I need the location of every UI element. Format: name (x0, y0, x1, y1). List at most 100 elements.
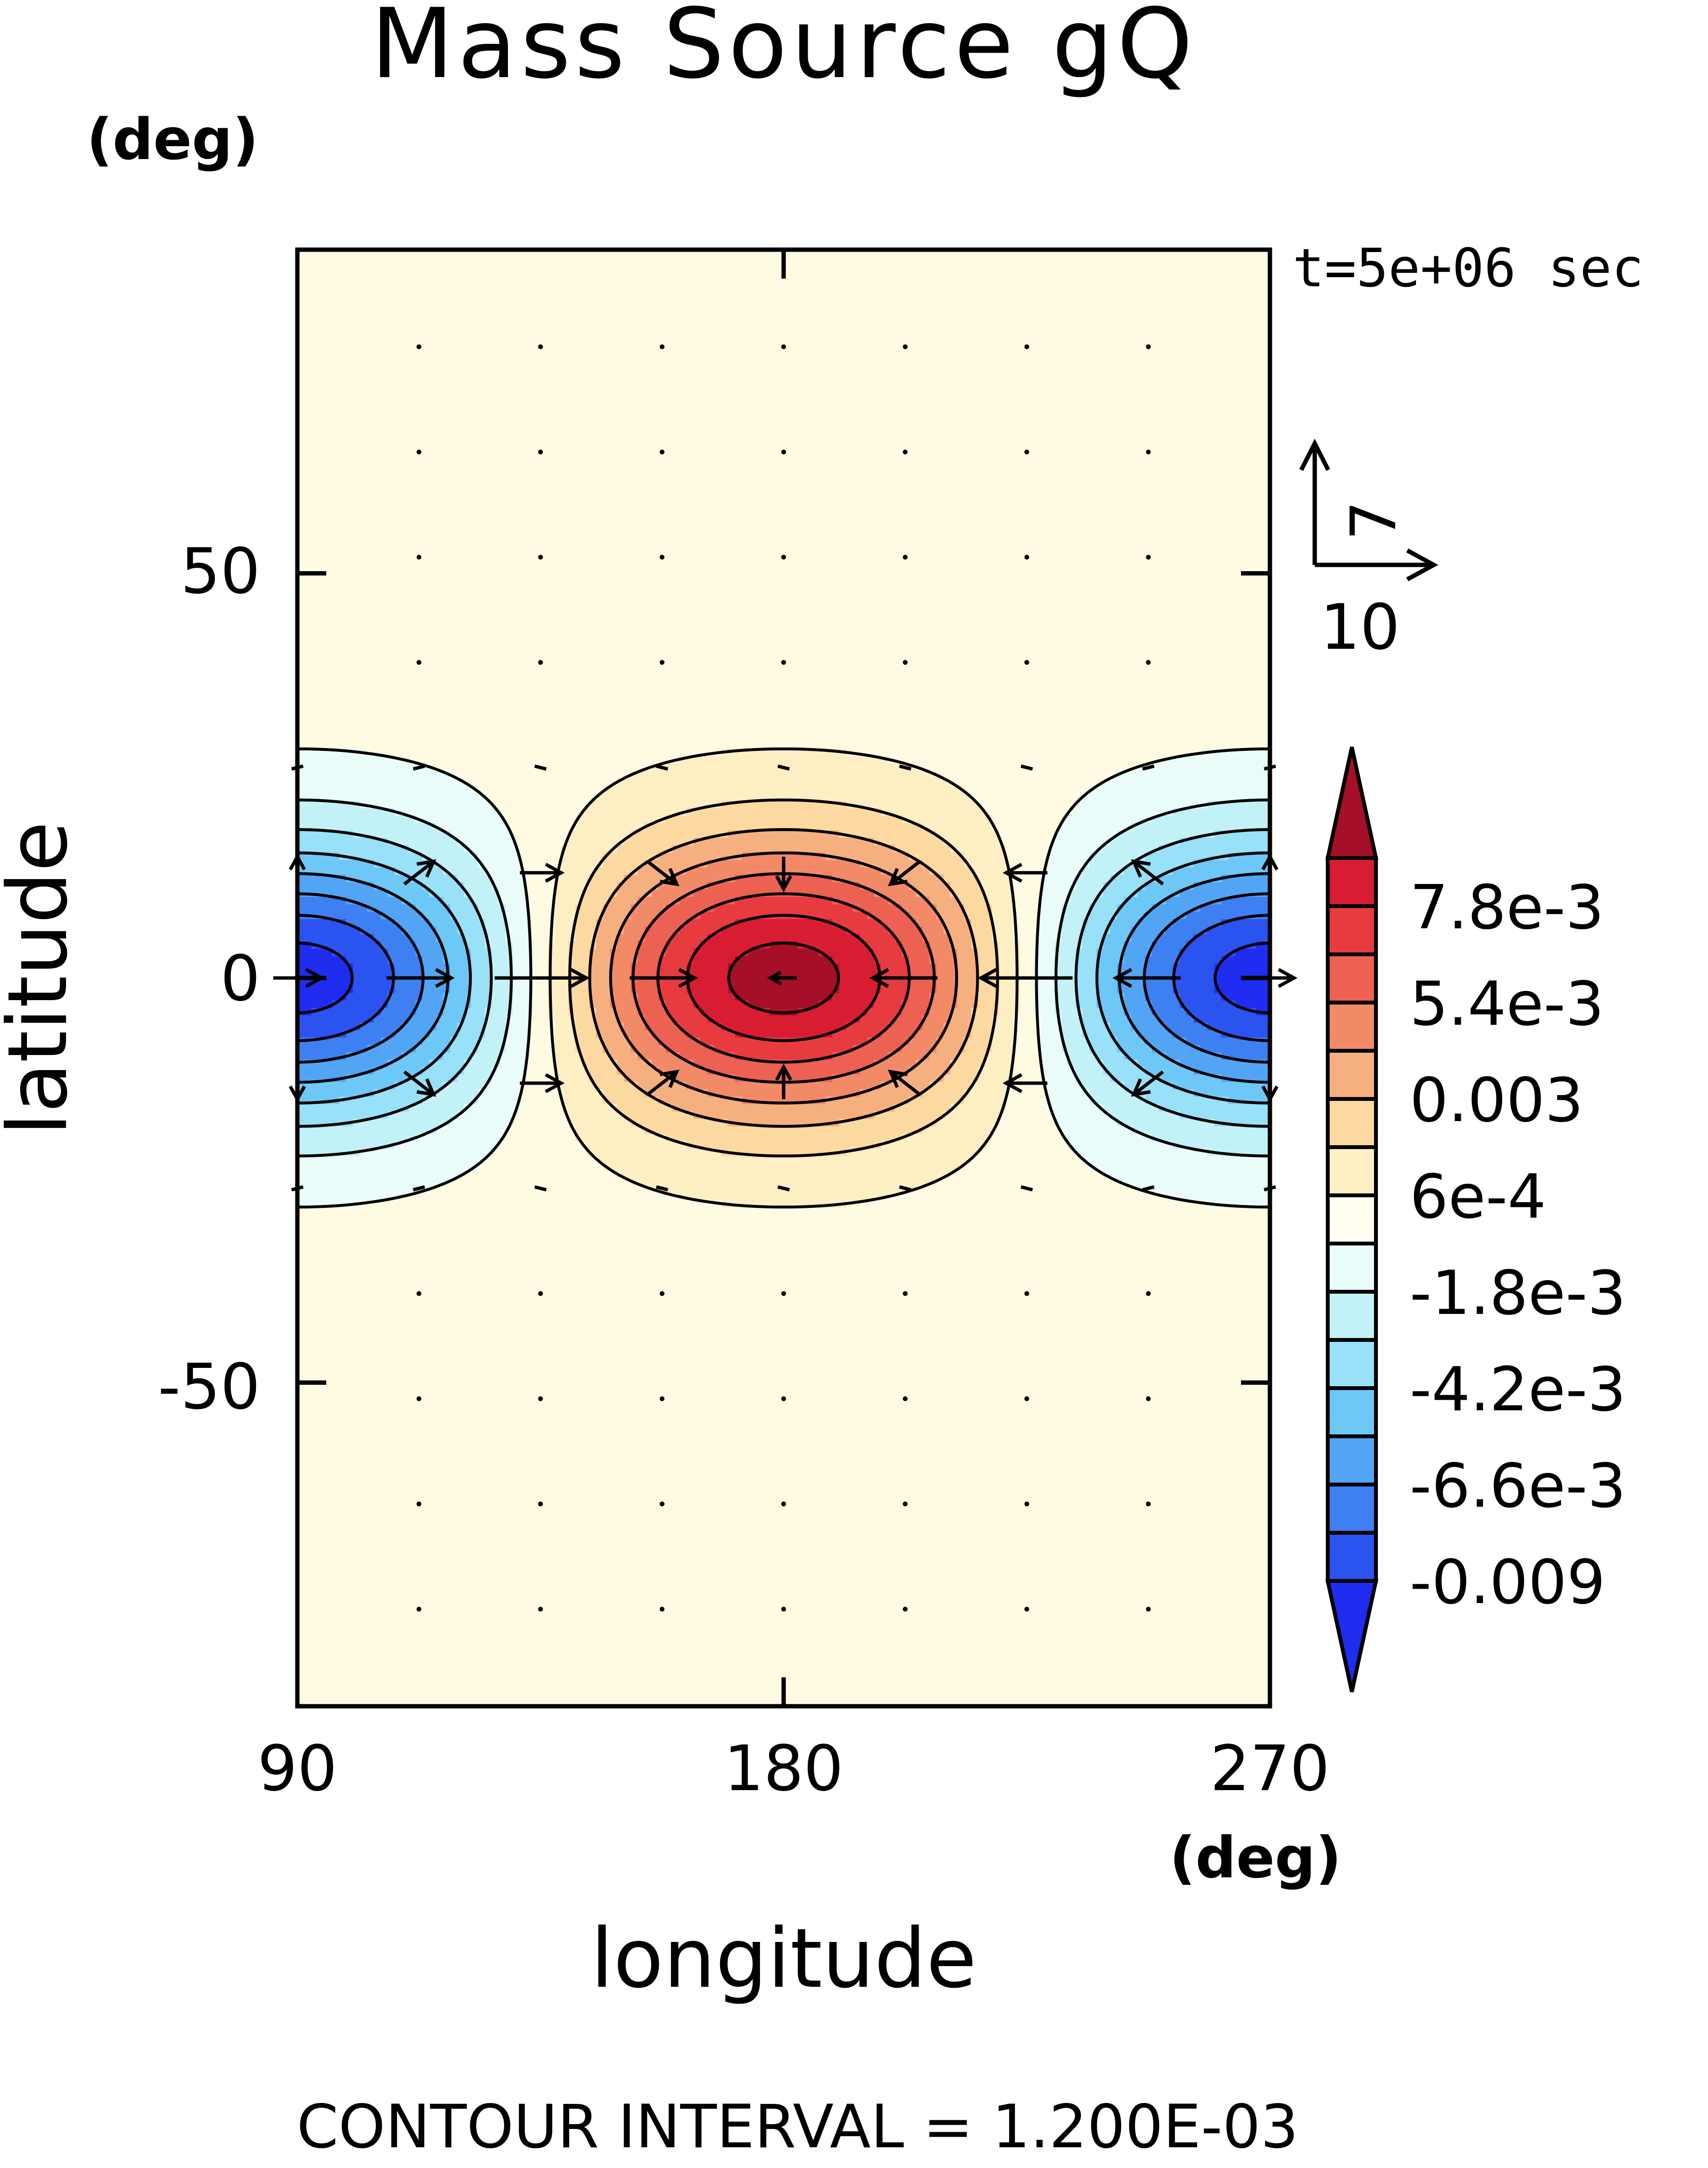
heatmap-cell (679, 933, 687, 942)
heatmap-cell (1068, 904, 1076, 912)
heatmap-cell (1131, 1103, 1138, 1112)
heatmap-cell (471, 1133, 479, 1141)
heatmap-cell (1214, 1125, 1222, 1134)
heatmap-cell (915, 941, 923, 949)
heatmap-cell (888, 1170, 895, 1178)
heatmap-cell (797, 970, 805, 978)
heatmap-cell (846, 1192, 854, 1201)
heatmap-cell (1159, 1125, 1166, 1134)
heatmap-cell (1200, 919, 1208, 927)
heatmap-cell (1159, 978, 1166, 986)
heatmap-cell (436, 1170, 444, 1178)
heatmap-cell (888, 1089, 895, 1097)
heatmap-cell (1089, 1015, 1097, 1023)
time-label: t=5e+06 sec (1293, 237, 1643, 299)
heatmap-cell (380, 1125, 388, 1134)
heatmap-cell (888, 1125, 895, 1134)
heatmap-cell (464, 1118, 472, 1126)
heatmap-cell (1256, 1067, 1264, 1075)
heatmap-cell (644, 911, 652, 920)
heatmap-cell (804, 948, 812, 956)
heatmap-cell (846, 1081, 854, 1090)
heatmap-cell (776, 985, 784, 993)
heatmap-cell (1117, 1111, 1125, 1119)
heatmap-cell (367, 948, 374, 956)
heatmap-cell (1041, 1037, 1048, 1045)
heatmap-cell (1242, 948, 1250, 956)
heatmap-cell (707, 919, 715, 927)
heatmap-cell (630, 1022, 639, 1030)
heatmap-cell (1187, 1125, 1194, 1134)
heatmap-cell (443, 1037, 451, 1045)
heatmap-cell (1207, 1067, 1215, 1075)
heatmap-cell (985, 992, 993, 1001)
heatmap-cell (1054, 1089, 1062, 1097)
heatmap-cell (485, 1125, 493, 1134)
heatmap-cell (902, 1111, 909, 1119)
heatmap-cell (1165, 1170, 1173, 1178)
heatmap-cell (1145, 1030, 1152, 1038)
heatmap-cell (756, 1170, 763, 1178)
heatmap-cell (346, 1192, 354, 1201)
heatmap-cell (943, 1148, 951, 1156)
heatmap-cell (1200, 1125, 1208, 1134)
heatmap-cell (853, 1125, 861, 1134)
heatmap-cell (617, 1037, 625, 1045)
heatmap-cell (1173, 1178, 1180, 1186)
heatmap-cell (707, 1170, 715, 1178)
heatmap-cell (832, 1170, 840, 1178)
heatmap-cell (915, 933, 923, 942)
heatmap-cell (360, 978, 367, 986)
heatmap-cell (978, 1015, 986, 1023)
heatmap-cell (693, 1067, 701, 1075)
heatmap-cell (1117, 1022, 1125, 1030)
heatmap-cell (360, 1074, 367, 1082)
heatmap-cell (762, 963, 770, 971)
heatmap-cell (860, 955, 867, 964)
heatmap-cell (610, 1125, 617, 1134)
heatmap-cell (1082, 933, 1090, 942)
heatmap-cell (894, 1148, 902, 1156)
heatmap-cell (1082, 1096, 1090, 1104)
heatmap-cell (1173, 1163, 1180, 1171)
heatmap-cell (652, 1044, 659, 1053)
heatmap-cell (1228, 1044, 1236, 1053)
heatmap-cell (471, 1148, 479, 1156)
heatmap-cell (353, 1163, 360, 1171)
heatmap-cell (714, 963, 722, 971)
heatmap-cell (1082, 1140, 1090, 1149)
heatmap-cell (311, 1185, 319, 1193)
heatmap-cell (707, 1140, 715, 1149)
heatmap-cell (672, 941, 680, 949)
heatmap-cell (943, 904, 951, 912)
heatmap-cell (693, 1044, 701, 1053)
heatmap-cell (325, 1140, 333, 1149)
heatmap-cell (610, 1155, 617, 1164)
heatmap-cell (888, 955, 895, 964)
heatmap-cell (790, 1074, 798, 1082)
heatmap-cell (443, 1133, 451, 1141)
heatmap-cell (1075, 1111, 1083, 1119)
heatmap-cell (832, 992, 840, 1001)
heatmap-cell (360, 1081, 367, 1090)
heatmap-cell (401, 978, 409, 986)
heatmap-cell (339, 1081, 347, 1090)
heatmap-cell (748, 1192, 757, 1201)
heatmap-cell (478, 1067, 485, 1075)
heatmap-cell (1228, 911, 1236, 920)
heatmap-cell (332, 933, 340, 942)
heatmap-cell (728, 1111, 735, 1119)
heatmap-cell (644, 1111, 652, 1119)
heatmap-cell (1200, 1030, 1208, 1038)
heatmap-cell (748, 985, 757, 993)
heatmap-cell (1145, 1059, 1152, 1067)
heatmap-cell (770, 926, 777, 934)
heatmap-cell (1089, 955, 1097, 964)
heatmap-cell (922, 1170, 930, 1178)
heatmap-cell (394, 1096, 402, 1104)
heatmap-cell (394, 1155, 402, 1164)
heatmap-cell (596, 1148, 604, 1156)
heatmap-cell (762, 1000, 770, 1008)
heatmap-cell (825, 1007, 833, 1016)
heatmap-cell (325, 1081, 333, 1090)
